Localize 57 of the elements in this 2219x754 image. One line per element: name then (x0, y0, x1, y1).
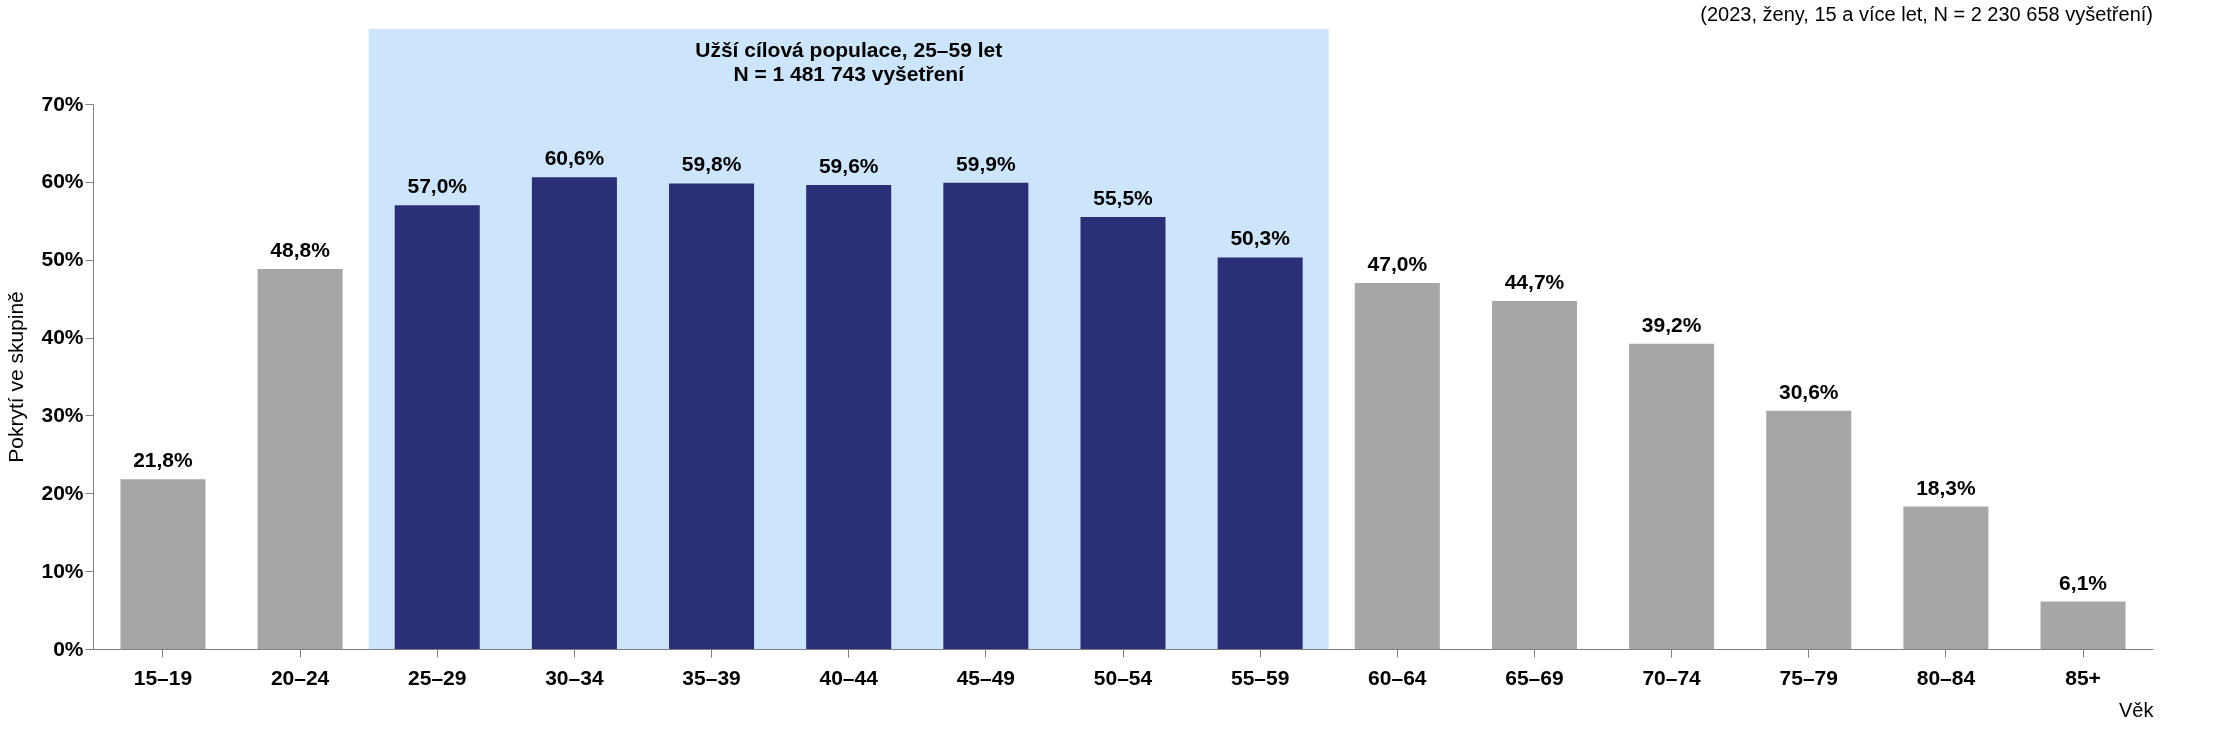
x-tick-label: 50–54 (1093, 665, 1153, 689)
bar (1766, 410, 1852, 649)
x-tick-label: 85+ (2065, 665, 2101, 689)
data-label: 44,7% (1504, 269, 1565, 293)
x-tick-label: 65–69 (1505, 665, 1564, 689)
bar (806, 184, 892, 649)
y-tick-label: 40% (41, 325, 84, 349)
y-tick-label: 10% (41, 558, 84, 582)
data-label: 6,1% (2059, 570, 2108, 594)
data-label: 57,0% (407, 174, 468, 198)
bar (394, 205, 480, 649)
data-label: 59,6% (818, 153, 879, 177)
bar (120, 479, 206, 649)
bar (669, 183, 755, 649)
chart-subtitle: (2023, ženy, 15 a více let, N = 2 230 658 vyšetření) (1700, 3, 2153, 25)
y-tick-label: 20% (41, 480, 84, 504)
bar (531, 177, 617, 649)
x-tick-label: 25–29 (408, 665, 467, 689)
data-label: 60,6% (544, 146, 605, 170)
data-label: 59,8% (681, 152, 742, 176)
data-label: 30,6% (1778, 379, 1839, 403)
bar (1491, 300, 1577, 649)
bar (257, 269, 343, 649)
x-tick-label: 75–79 (1779, 665, 1838, 689)
bar (1080, 216, 1166, 649)
y-tick-label: 70% (41, 91, 84, 115)
data-label: 47,0% (1367, 252, 1428, 276)
x-tick-label: 40–44 (819, 665, 879, 689)
y-tick-label: 0% (53, 636, 84, 660)
data-label: 55,5% (1093, 185, 1154, 209)
bar (1354, 283, 1440, 649)
y-tick-label: 60% (41, 169, 84, 193)
bar (1217, 257, 1303, 649)
data-label: 59,9% (956, 151, 1016, 175)
bar (943, 182, 1029, 649)
x-tick-label: 35–39 (682, 665, 741, 689)
x-tick-label: 20–24 (270, 665, 330, 689)
x-tick-label: 55–59 (1230, 665, 1290, 689)
x-axis-title: Věk (2119, 698, 2155, 721)
y-tick-label: 30% (41, 402, 84, 426)
x-tick-label: 70–74 (1642, 665, 1702, 689)
bar (1903, 506, 1989, 649)
data-label: 50,3% (1230, 226, 1291, 250)
y-axis-title: Pokrytí ve skupině (4, 291, 28, 463)
data-label: 21,8% (133, 448, 194, 472)
x-tick-label: 45–49 (956, 665, 1016, 689)
bar (2040, 601, 2126, 649)
x-tick-label: 30–34 (545, 665, 604, 689)
x-tick-label: 15–19 (133, 665, 193, 689)
y-tick-label: 50% (41, 247, 84, 271)
band-label: Užší cílová populace, 25–59 let N = 1 481 743 vyšetření (695, 38, 1003, 85)
x-tick-label: 80–84 (1916, 665, 1976, 689)
x-tick-label: 60–64 (1368, 665, 1427, 689)
bar (1629, 343, 1715, 649)
data-label: 18,3% (1916, 475, 1976, 499)
data-label: 48,8% (270, 238, 331, 262)
data-label: 39,2% (1641, 312, 1702, 336)
